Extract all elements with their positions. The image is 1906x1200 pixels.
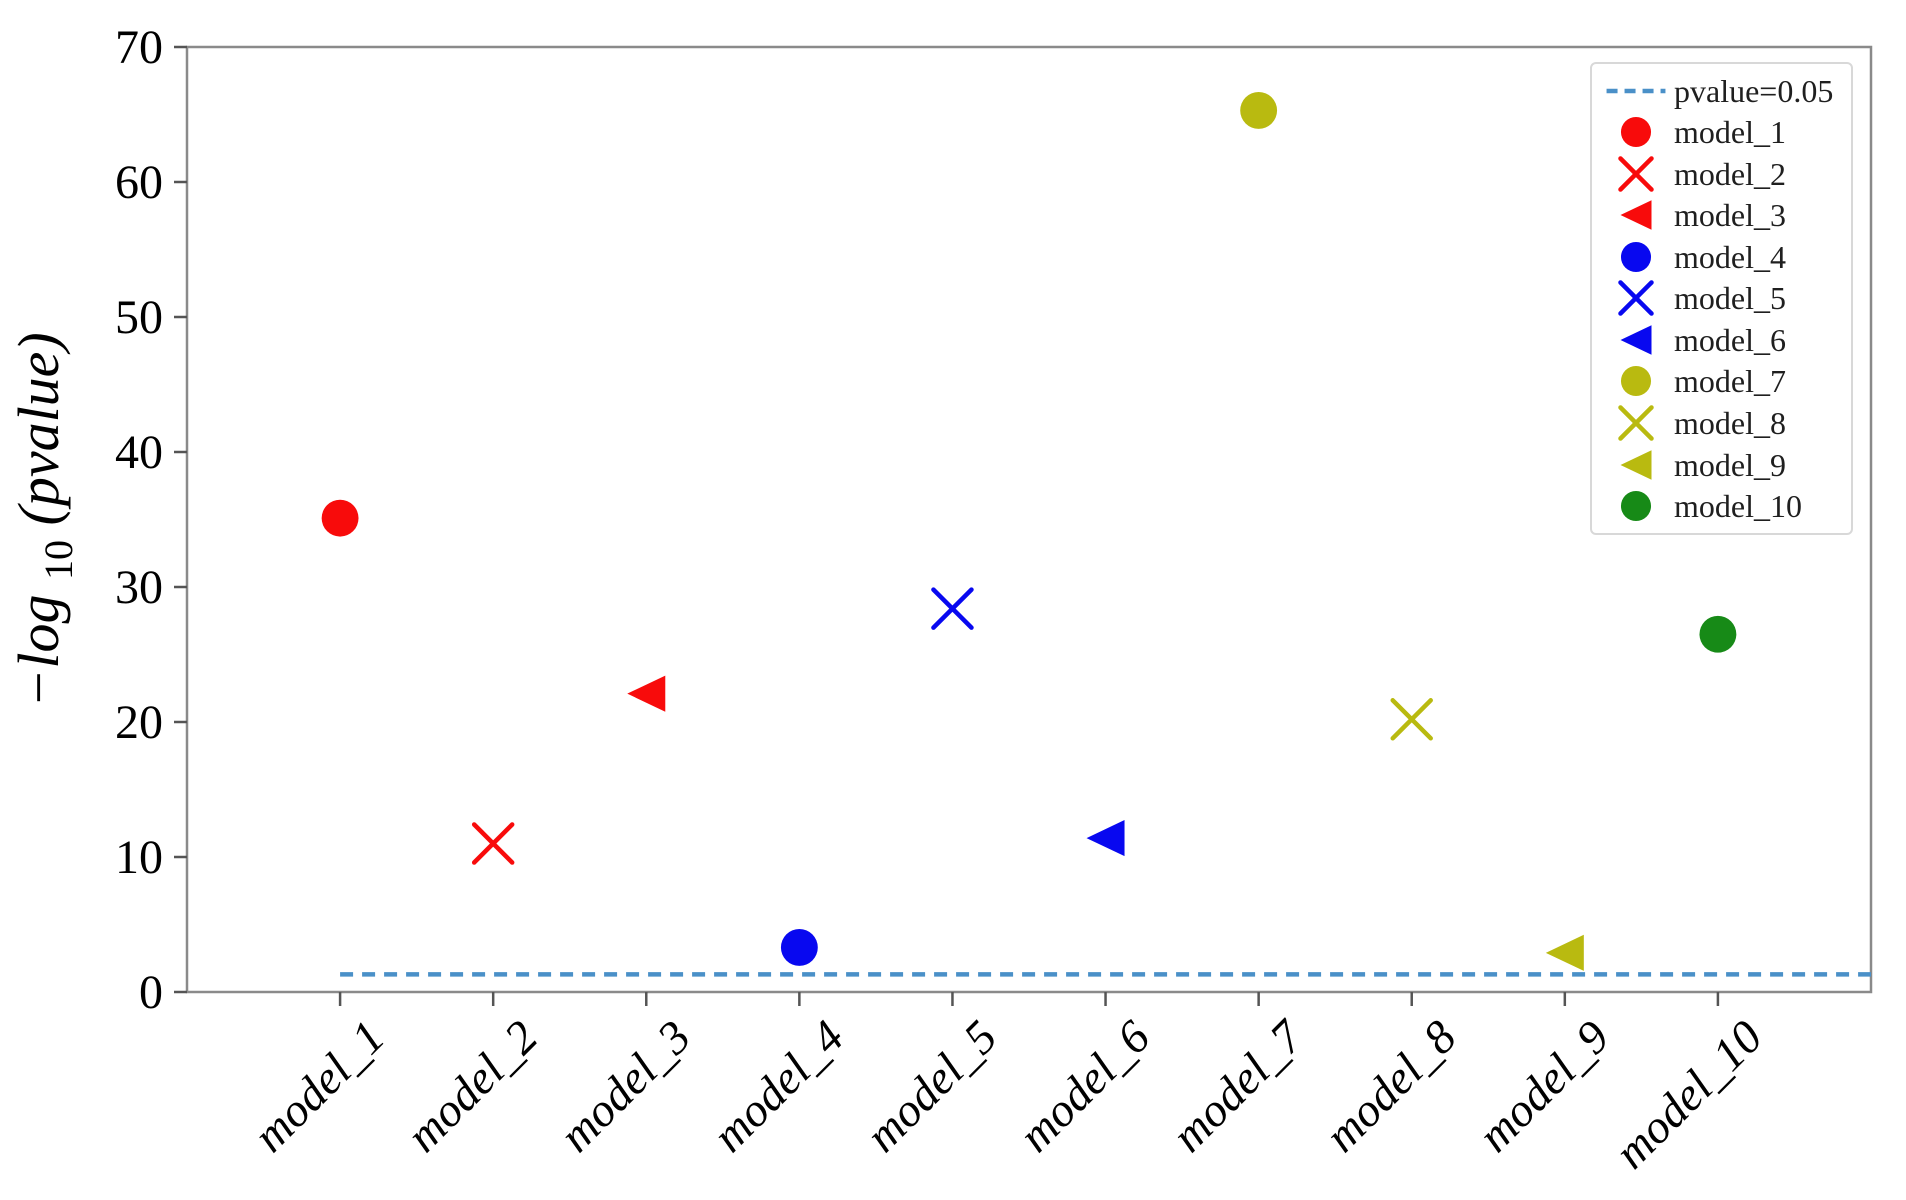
x-marker-icon [1618,280,1654,317]
x-tick-label: model_5 [856,1011,1007,1162]
circle-marker-icon [1620,491,1652,522]
x-tick-label: model_6 [1009,1011,1161,1163]
circle-marker-icon [1620,241,1652,272]
data-points-layer [321,92,1871,977]
legend-label: model_3 [1674,197,1786,234]
marker-model_8 [1390,698,1433,741]
legend-label: model_6 [1674,321,1786,358]
legend-label: model_2 [1674,155,1786,192]
triangle-left-icon [1598,445,1674,485]
legend-label: model_9 [1674,446,1786,483]
y-axis-label-suffix: (pvalue) [6,332,71,525]
x-marker-icon [1618,156,1654,192]
marker-model_2 [471,822,515,865]
legend-label: model_5 [1674,280,1786,317]
legend-item-model-7: model_7 [1598,361,1843,402]
marker-model_4 [780,929,818,966]
x-tick-label: model_8 [1315,1011,1466,1162]
legend-item-model-10: model_10 [1598,486,1843,527]
x-tick-label: model_4 [703,1011,854,1162]
legend-label: pvalue=0.05 [1674,72,1834,109]
x-tick-label: model_1 [244,1011,395,1162]
marker-model_3 [627,675,666,712]
y-tick-label: 70 [115,21,163,74]
circle-icon [1598,237,1674,277]
legend-label: model_4 [1674,238,1786,275]
x-tick-label: model_2 [397,1011,548,1162]
x-tick-label: model_10 [1605,1011,1773,1179]
legend-item-model-6: model_6 [1598,319,1843,360]
y-tick-label: 60 [115,156,163,209]
circle-marker-icon [1620,117,1652,148]
x-tick-label: model_7 [1162,1009,1315,1162]
triangle-left-marker-icon [1620,200,1652,231]
y-axis-label: −log 10 (pvalue) [6,332,85,708]
legend-label: model_8 [1674,405,1786,442]
y-tick-label: 10 [115,831,163,884]
y-axis-label-subscript: 10 [36,540,81,580]
circle-marker-icon [1620,366,1652,397]
marker-model_1 [321,499,359,537]
marker-model_6 [1086,820,1125,857]
y-tick-label: 40 [115,426,163,479]
legend-item-model-5: model_5 [1598,278,1843,319]
x-icon [1598,403,1674,443]
marker-model_7 [1240,92,1278,129]
legend-label: model_1 [1674,114,1786,151]
x-icon [1598,154,1674,194]
x-tick-label: model_3 [550,1011,701,1162]
marker-model_9 [1545,934,1584,971]
y-tick-label: 0 [139,966,163,1019]
x-icon [1598,278,1674,318]
legend-item-model-8: model_8 [1598,403,1843,444]
circle-icon [1598,112,1674,152]
x-marker-icon [1618,405,1654,441]
triangle-left-marker-icon [1620,325,1652,355]
legend-item-model-1: model_1 [1598,112,1843,153]
marker-model_10 [1699,615,1737,653]
legend-item-pvalue-0-05: pvalue=0.05 [1598,70,1843,111]
triangle-left-icon [1598,320,1674,360]
marker-model_5 [931,587,974,630]
dashed-line-icon [1598,71,1674,111]
triangle-left-icon [1598,195,1674,235]
legend-label: model_10 [1674,488,1802,525]
circle-icon [1598,486,1674,526]
plot-border [185,45,1873,994]
circle-icon [1598,361,1674,401]
y-tick-label: 50 [115,291,163,344]
legend-item-model-3: model_3 [1598,195,1843,236]
x-tick-label: model_9 [1468,1011,1619,1162]
legend-item-model-4: model_4 [1598,236,1843,277]
legend-item-model-9: model_9 [1598,444,1843,485]
legend-item-model-2: model_2 [1598,153,1843,194]
legend-label: model_7 [1674,363,1786,400]
y-axis-label-prefix: −log [6,594,71,707]
y-tick-label: 20 [115,696,163,749]
y-tick-label: 30 [115,561,163,614]
triangle-left-marker-icon [1620,449,1652,480]
